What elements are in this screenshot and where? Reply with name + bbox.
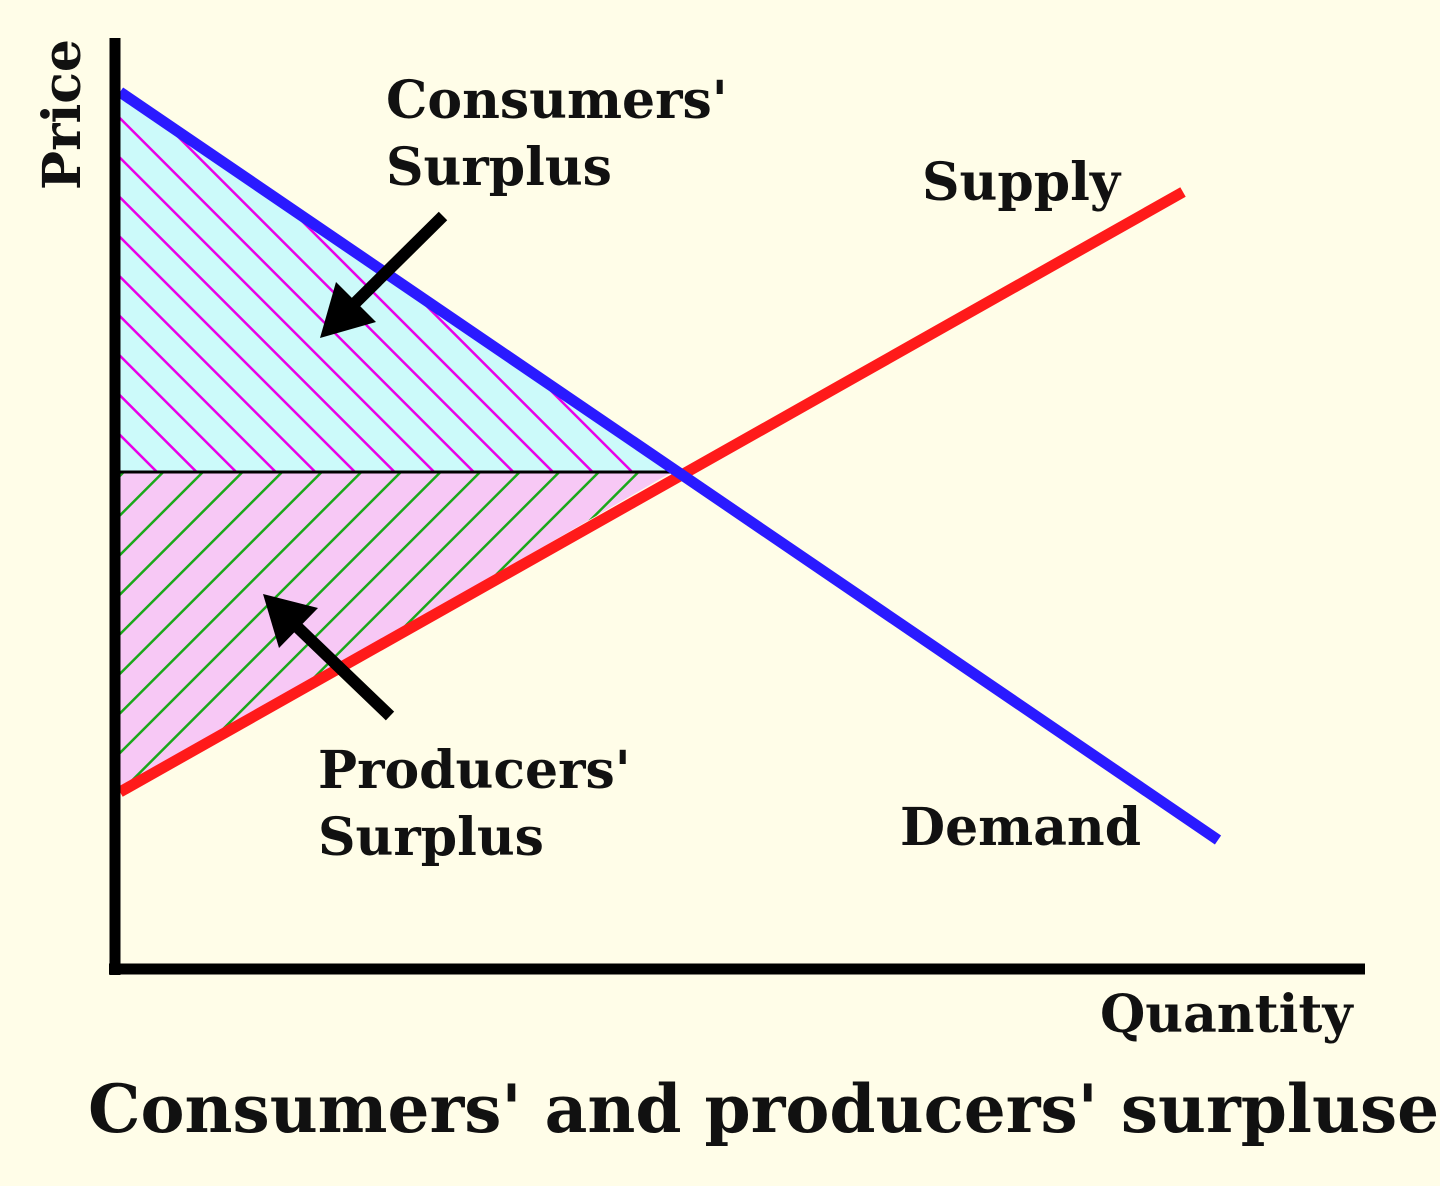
consumers-surplus-arrow	[320, 211, 448, 338]
consumers-surplus-label-line1: Consumers'	[386, 70, 728, 131]
diagram-title: Consumers' and producers' surpluses	[88, 1070, 1440, 1148]
supply-curve	[117, 187, 1186, 797]
demand-curve	[116, 87, 1222, 845]
x-axis-label: Quantity	[1100, 984, 1354, 1045]
consumers-surplus-label-line2: Surplus	[386, 137, 612, 198]
supply-label: Supply	[922, 152, 1122, 213]
demand-label: Demand	[900, 797, 1141, 858]
y-axis-label: Price	[32, 39, 93, 190]
producers-surplus-label-line2: Surplus	[318, 807, 544, 868]
producers-surplus-arrow	[263, 594, 395, 721]
producers-surplus-label-line1: Producers'	[318, 740, 631, 801]
